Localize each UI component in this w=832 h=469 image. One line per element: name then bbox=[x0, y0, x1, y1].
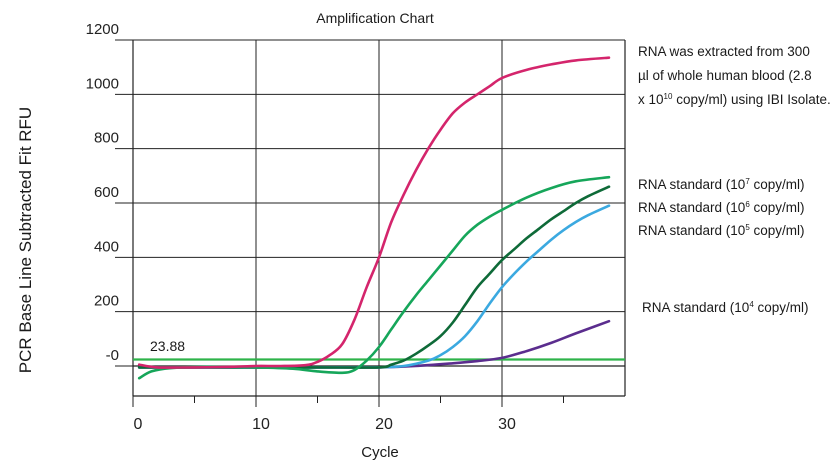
chart-title: Amplification Chart bbox=[316, 10, 434, 26]
y-tick-label: 800 bbox=[94, 130, 119, 147]
annotation-line: RNA was extracted from 300 bbox=[638, 44, 810, 59]
annotation-rna-standard-1e7: RNA standard (107 copy/ml) bbox=[638, 177, 805, 192]
threshold-label: 23.88 bbox=[150, 338, 186, 354]
x-tick-labels: 0 10 20 30 bbox=[134, 416, 516, 433]
y-axis-label: PCR Base Line Subtracted Fit RFU bbox=[16, 106, 35, 374]
annotation-rna-standard-1e6: RNA standard (106 copy/ml) bbox=[638, 200, 805, 215]
series-line bbox=[137, 185, 611, 369]
axes bbox=[115, 39, 626, 407]
y-tick-labels: -0 200 400 600 800 1000 1200 bbox=[86, 21, 119, 364]
y-tick-label: 600 bbox=[94, 184, 119, 201]
series-line bbox=[137, 56, 611, 369]
y-tick-label: 1000 bbox=[86, 75, 119, 92]
series-lines bbox=[137, 56, 611, 380]
x-tick-label: 10 bbox=[252, 416, 270, 433]
grid-lines bbox=[133, 39, 625, 396]
x-axis-label: Cycle bbox=[361, 444, 399, 461]
x-tick-label: 20 bbox=[375, 416, 393, 433]
annotation-line: x 1010 copy/ml) using IBI Isolate. bbox=[638, 92, 831, 107]
y-tick-label: 1200 bbox=[86, 21, 119, 38]
annotation-line: µl of whole human blood (2.8 bbox=[638, 68, 812, 83]
series-line bbox=[137, 175, 611, 380]
x-tick-label: 0 bbox=[134, 416, 143, 433]
y-tick-label: 400 bbox=[94, 238, 119, 255]
annotation-rna-standard-1e5: RNA standard (105 copy/ml) bbox=[638, 223, 805, 238]
annotation-blood-sample: RNA was extracted from 300 µl of whole h… bbox=[638, 40, 831, 112]
annotation-rna-standard-1e4: RNA standard (104 copy/ml) bbox=[642, 300, 809, 315]
y-tick-label: 200 bbox=[94, 293, 119, 310]
x-tick-label: 30 bbox=[498, 416, 516, 433]
y-tick-label: -0 bbox=[106, 347, 119, 364]
